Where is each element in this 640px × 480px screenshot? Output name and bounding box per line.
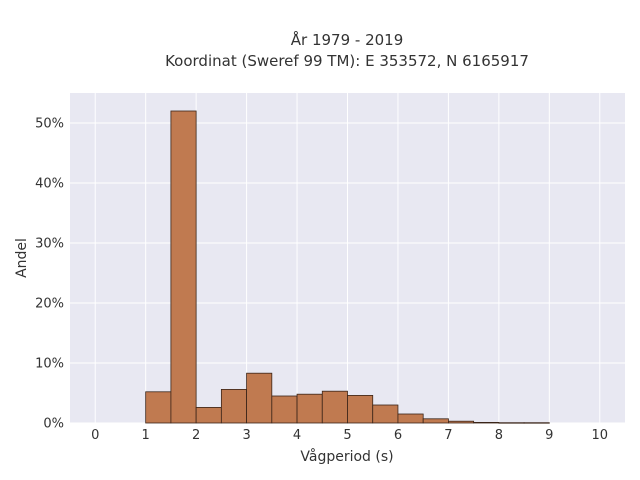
histogram-bar: [321, 390, 348, 424]
histogram-bar: [422, 418, 449, 424]
x-tick-label: 9: [545, 428, 553, 443]
histogram-bar: [372, 404, 399, 424]
histogram-bar: [347, 394, 374, 424]
tick-labels: 0 1 2 3 4 5 6 7 8 9 10 0% 10% 20% 30% 40% 50%: [35, 117, 608, 444]
x-tick-label: 2: [192, 428, 200, 443]
x-tick-label: 6: [394, 428, 402, 443]
y-axis-label: Andel: [14, 238, 30, 278]
x-tick-label: 1: [142, 428, 150, 443]
histogram-bar: [473, 421, 500, 424]
y-tick-label: 10%: [35, 357, 64, 372]
histogram-bar: [397, 413, 424, 424]
y-tick-label: 40%: [35, 177, 64, 192]
bars: [145, 110, 550, 424]
y-tick-label: 30%: [35, 237, 64, 252]
x-tick-label: 3: [242, 428, 250, 443]
histogram-bar: [296, 393, 323, 424]
histogram-bar: [170, 110, 197, 424]
x-tick-label: 0: [91, 428, 99, 443]
histogram-bar: [195, 406, 222, 424]
y-tick-label: 50%: [35, 117, 64, 132]
x-axis-label: Vågperiod (s): [300, 448, 393, 465]
histogram-bar: [271, 395, 298, 424]
x-tick-label: 4: [293, 428, 301, 443]
y-tick-label: 0%: [43, 417, 64, 432]
histogram-bar: [523, 422, 550, 424]
x-tick-label: 7: [444, 428, 452, 443]
histogram-bar: [145, 391, 172, 424]
x-tick-label: 10: [591, 428, 608, 443]
histogram-bar: [448, 420, 475, 424]
y-tick-label: 20%: [35, 297, 64, 312]
x-tick-label: 8: [495, 428, 503, 443]
chart-title-line1: År 1979 - 2019: [291, 30, 404, 49]
chart-title-line2: Koordinat (Sweref 99 TM): E 353572, N 61…: [165, 52, 529, 70]
histogram-bar: [246, 372, 273, 424]
histogram-bar: [220, 388, 247, 424]
x-tick-label: 5: [343, 428, 351, 443]
histogram-bar: [498, 422, 525, 424]
